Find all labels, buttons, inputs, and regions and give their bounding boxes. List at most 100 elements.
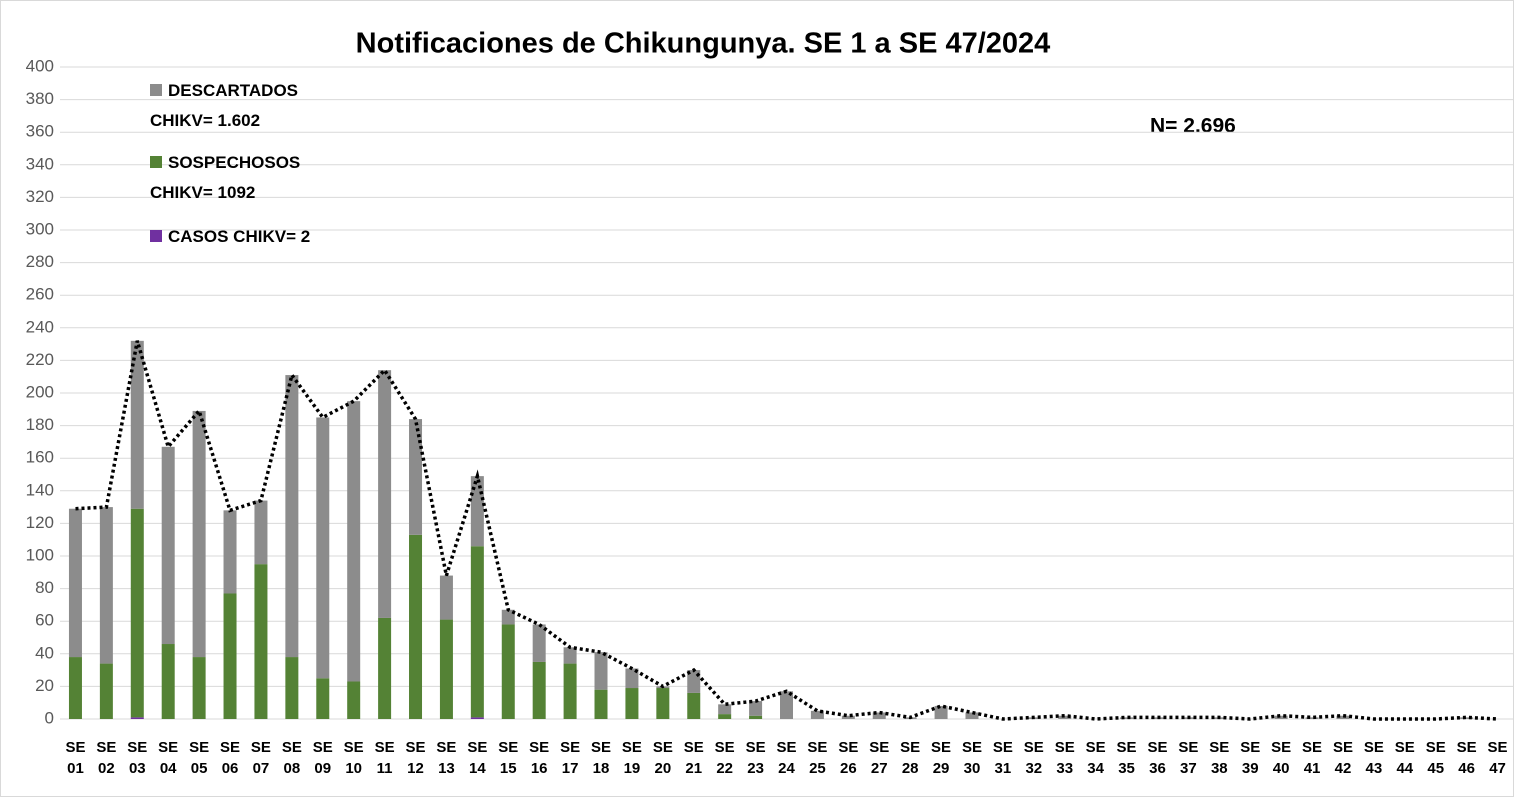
x-tick-label: SE 13 xyxy=(436,739,457,777)
bar-segment xyxy=(470,717,484,719)
x-tick-label: SE 10 xyxy=(343,739,364,777)
bar-segment xyxy=(285,657,299,719)
x-tick-label: SE 42 xyxy=(1332,739,1353,777)
legend-label: CASOS CHIKV= 2 xyxy=(168,227,311,246)
y-tick-label: 60 xyxy=(35,611,54,630)
legend-swatch xyxy=(150,156,162,169)
annotation: N= 2.696 xyxy=(1150,115,1236,138)
x-tick-label: SE 20 xyxy=(652,739,673,777)
bar-segment xyxy=(718,704,732,715)
bar-segment xyxy=(687,692,701,719)
x-tick-label: SE 34 xyxy=(1085,739,1106,777)
x-tick-label: SE 33 xyxy=(1054,739,1075,777)
bar-segment xyxy=(810,710,824,719)
bar-segment xyxy=(378,617,392,719)
bar-segment xyxy=(501,624,515,719)
bar-segment xyxy=(780,691,793,719)
x-tick-label: SE 08 xyxy=(281,739,302,777)
x-tick-label: SE 31 xyxy=(992,739,1013,777)
x-tick-label: SE 40 xyxy=(1271,739,1292,777)
x-tick-label: SE 21 xyxy=(683,739,704,777)
bar-segment xyxy=(192,657,206,719)
bar-segment xyxy=(99,663,113,719)
x-tick-label: SE 39 xyxy=(1240,739,1261,777)
x-tick-label: SE 19 xyxy=(621,739,642,777)
x-tick-label: SE 06 xyxy=(220,739,241,777)
bar-segment xyxy=(532,661,546,719)
y-tick-label: 80 xyxy=(35,578,54,597)
x-tick-label: SE 05 xyxy=(189,739,210,777)
bar-segment xyxy=(625,668,639,689)
x-tick-label: SE 25 xyxy=(807,739,828,777)
bar-segment xyxy=(594,652,608,690)
x-tick-label: SE 17 xyxy=(560,739,581,777)
bar-segment xyxy=(965,712,979,719)
legend-item: CASOS CHIKV= 2 xyxy=(150,222,310,252)
bar-segment xyxy=(563,663,577,719)
bar-segment xyxy=(872,712,886,719)
bar-segment xyxy=(99,507,113,664)
y-tick-label: 160 xyxy=(26,448,54,467)
y-tick-label: 280 xyxy=(26,252,54,271)
y-tick-label: 100 xyxy=(26,545,54,564)
bar-segment xyxy=(316,678,330,719)
x-tick-label: SE 03 xyxy=(127,739,148,777)
x-tick-label: SE 12 xyxy=(405,739,426,777)
bar-segment xyxy=(347,401,361,682)
x-tick-label: SE 02 xyxy=(96,739,117,777)
x-tick-label: SE 11 xyxy=(374,739,395,777)
x-tick-label: SE 46 xyxy=(1456,739,1477,777)
bar-segment xyxy=(1274,715,1288,719)
bar-segment xyxy=(470,546,484,718)
y-tick-label: 260 xyxy=(26,285,54,304)
bar-segment xyxy=(718,714,732,719)
x-tick-label: SE 18 xyxy=(590,739,611,777)
x-tick-label: SE 26 xyxy=(838,739,859,777)
x-tick-label: SE 09 xyxy=(312,739,333,777)
x-tick-label: SE 36 xyxy=(1147,739,1168,777)
bar-segment xyxy=(130,340,144,509)
bar-segment xyxy=(223,593,237,719)
bar-segment xyxy=(285,375,299,658)
bar-segment xyxy=(130,717,144,719)
bar-segment xyxy=(439,575,453,620)
bar-segment xyxy=(409,534,423,719)
y-tick-label: 200 xyxy=(26,382,54,401)
legend-swatch xyxy=(150,84,162,97)
legend-label: SOSPECHOSOS CHIKV= 1092 xyxy=(150,153,301,202)
bar-segment xyxy=(563,647,577,664)
y-tick-label: 180 xyxy=(26,415,54,434)
x-tick-label: SE 22 xyxy=(714,739,735,777)
bar-segment xyxy=(161,644,175,719)
x-tick-label: SE 37 xyxy=(1178,739,1199,777)
legend-swatch xyxy=(150,230,162,243)
legend-item: DESCARTADOS CHIKV= 1.602 xyxy=(150,76,298,136)
bar-segment xyxy=(439,619,453,719)
bar-segment xyxy=(68,657,82,719)
bar-segment xyxy=(68,508,82,658)
grid xyxy=(60,66,1513,720)
bar-segment xyxy=(161,446,175,645)
bar-segment xyxy=(749,701,763,716)
x-tick-label: SE 01 xyxy=(65,739,86,777)
bar-segment xyxy=(378,370,392,618)
x-tick-label: SE 45 xyxy=(1425,739,1446,777)
bar-segment xyxy=(223,510,237,594)
bar-segment xyxy=(749,715,763,719)
bar-segment xyxy=(1460,717,1474,719)
bar-segment xyxy=(347,681,361,719)
y-tick-label: 20 xyxy=(35,676,54,695)
bar-segment xyxy=(934,705,948,719)
bar-segment xyxy=(316,417,330,679)
y-tick-label: 240 xyxy=(26,317,54,336)
y-tick-label: 360 xyxy=(26,122,54,141)
bar-segment xyxy=(192,410,206,658)
x-tick-label: SE 30 xyxy=(961,739,982,777)
x-tick-label: SE 35 xyxy=(1116,739,1137,777)
bar-segment xyxy=(254,564,268,719)
legend-item: SOSPECHOSOS CHIKV= 1092 xyxy=(150,148,300,208)
legend-label: DESCARTADOS CHIKV= 1.602 xyxy=(150,81,299,130)
x-tick-label: SE 41 xyxy=(1302,739,1323,777)
x-tick-label: SE 07 xyxy=(250,739,271,777)
